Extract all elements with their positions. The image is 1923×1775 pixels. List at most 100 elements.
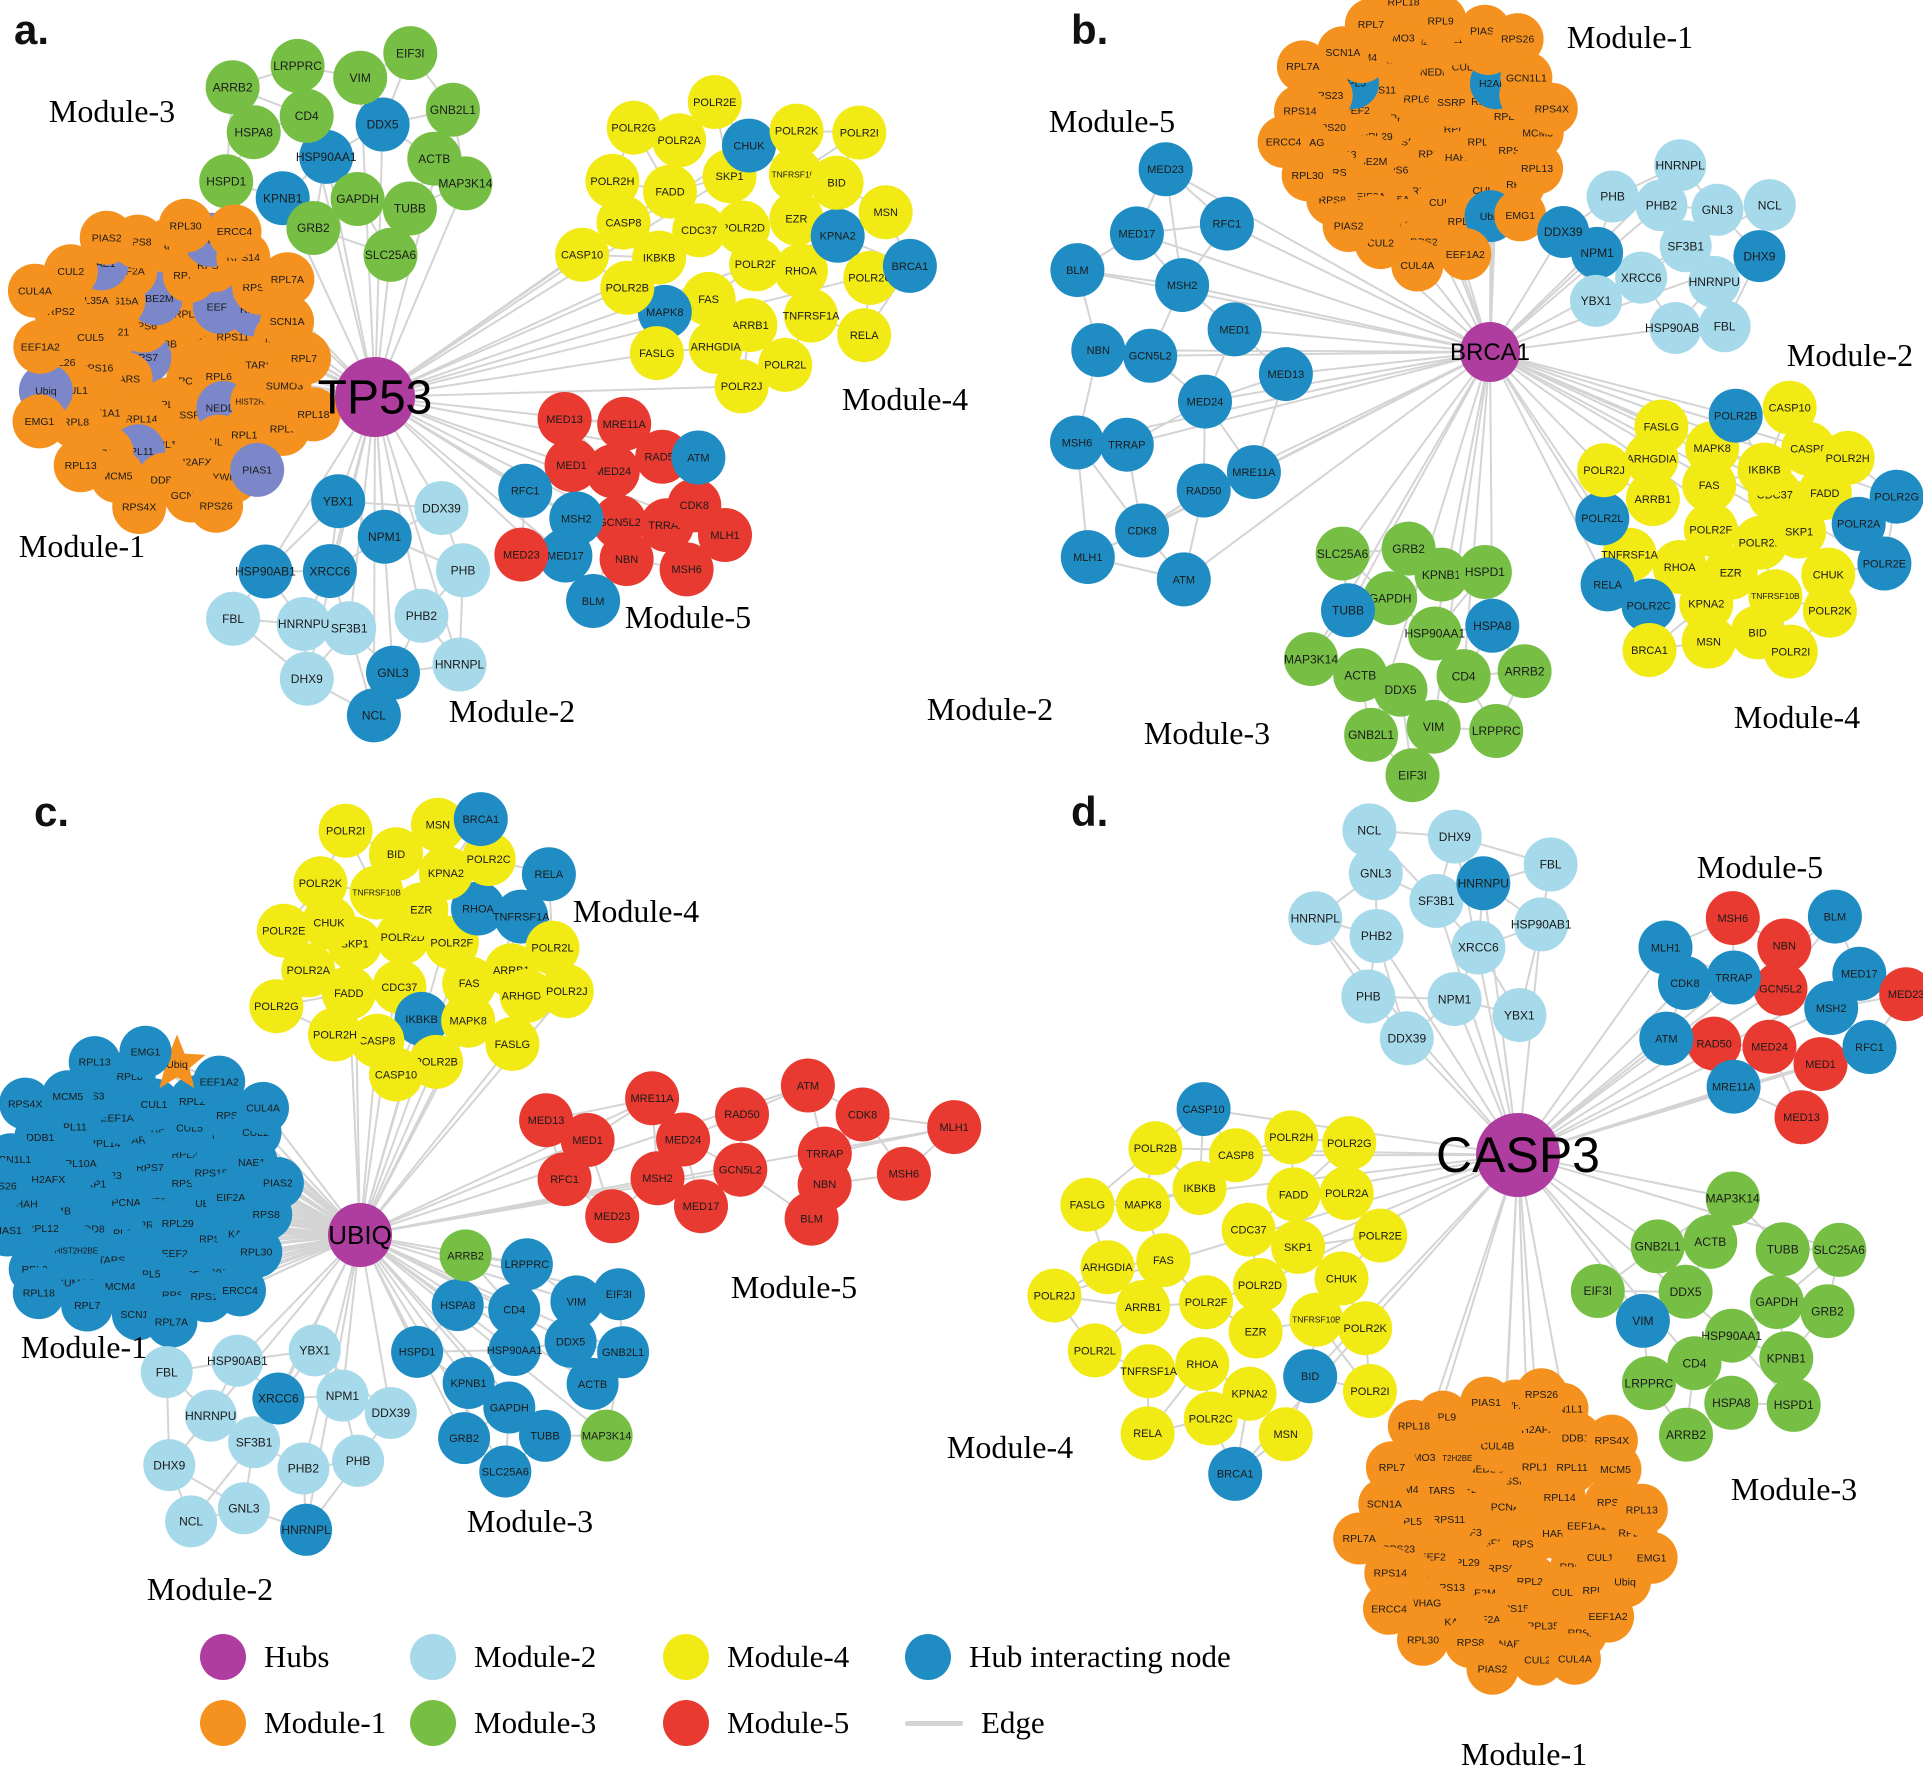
node-SLC25A6 (479, 1445, 532, 1498)
node-label: MSH6 (1062, 437, 1093, 449)
module-label-a-0: Module-3 (49, 93, 175, 129)
node-RAD50 (715, 1087, 769, 1142)
node-HSP90AA1 (488, 1324, 541, 1376)
node-label: MED23 (503, 549, 540, 561)
hub-edge (1077, 269, 1491, 353)
node-MED23 (1138, 142, 1193, 197)
node-RPL7 (1365, 1441, 1418, 1494)
node-SKP1 (1772, 504, 1827, 559)
node-NBN (1071, 323, 1126, 378)
node-POLR2H (585, 153, 640, 208)
node-label: RELA (850, 330, 879, 342)
node-label: POLR2F (735, 259, 778, 271)
node-label: MSN (1696, 637, 1721, 649)
node-label: MAP3K14 (582, 1431, 632, 1443)
node-EMG1 (119, 1025, 172, 1078)
hub-edge (359, 1139, 588, 1236)
module-5-swatch (663, 1700, 709, 1746)
node-MSH6 (1050, 415, 1104, 470)
node-PIAS1 (0, 1204, 33, 1257)
node-label: EZR (410, 904, 432, 916)
node-label: BID (827, 178, 845, 190)
node-MLH1 (698, 508, 752, 562)
node-label: HSPD1 (1774, 1398, 1814, 1412)
hub-edge (1126, 351, 1491, 446)
node-label: CD4 (1682, 1356, 1706, 1370)
node-POLR2H (1820, 430, 1875, 485)
node-RFC1 (1199, 196, 1254, 251)
node-label: MRE11A (603, 419, 647, 431)
legend-label: Hubs (264, 1639, 330, 1674)
node-label: POLR2A (1325, 1188, 1369, 1200)
node-POLR2H (308, 1007, 362, 1062)
node-DDX5 (355, 97, 410, 152)
node-label: ATM (1173, 574, 1195, 586)
node-EEF1A2 (1439, 228, 1492, 281)
node-label: SKP1 (1785, 526, 1813, 538)
node-label: POLR2I (326, 826, 365, 838)
node-BRCA1 (1622, 623, 1677, 677)
node-PHB (436, 543, 490, 598)
node-POLR2B (600, 260, 655, 315)
node-label: HNRNPL (281, 1523, 331, 1537)
node-MED13 (1774, 1090, 1829, 1145)
node-MSN (1681, 614, 1736, 669)
node-label: RPL7 (1379, 1462, 1405, 1474)
node-label: LRPPRC (505, 1259, 550, 1271)
node-EMG1 (1494, 189, 1547, 242)
node-CUL4A (1391, 239, 1444, 292)
node-CHUK (1314, 1251, 1369, 1306)
node-EEF1A2 (13, 319, 68, 374)
node-KPNA2 (418, 846, 473, 900)
node-HNRNPL (1288, 891, 1343, 946)
node-RPL13 (1615, 1483, 1668, 1536)
node-label: MED1 (556, 460, 587, 472)
panel-letter-b: b. (1071, 6, 1108, 53)
node-label: CUL5 (77, 332, 104, 344)
node-label: POLR2H (1269, 1132, 1313, 1144)
node-POLR2I (832, 105, 887, 160)
node-POLR2A (1319, 1166, 1374, 1221)
node-NPM1 (1427, 972, 1482, 1027)
node-LRPPRC (1621, 1356, 1676, 1411)
node-label: MED13 (1268, 369, 1305, 381)
node-RPS26 (189, 478, 244, 533)
node-label: RPS11 (217, 332, 250, 344)
node-RELA (837, 308, 892, 363)
node-label: POLR2J (546, 986, 588, 998)
node-label: VIM (1632, 1314, 1653, 1328)
node-label: EEF1A2 (1446, 249, 1485, 261)
node-label: CDK8 (680, 500, 709, 512)
node-label: CUL2 (57, 266, 84, 278)
node-label: GAPDH (336, 192, 379, 206)
node-label: RPL7A (1343, 1533, 1376, 1545)
node-TNFRSF10B (1289, 1292, 1344, 1347)
node-label: XRCC6 (258, 1392, 299, 1406)
node-POLR2L (1067, 1323, 1122, 1378)
node-label: CD4 (295, 109, 319, 123)
node-IKBKB (394, 991, 449, 1046)
node-RPL7A (1276, 40, 1329, 93)
node-label: POLR2J (1034, 1291, 1076, 1303)
node-label: RPL30 (1407, 1635, 1439, 1647)
node-MSH6 (659, 542, 714, 597)
node-BLM (566, 574, 621, 628)
node-label: PIAS1 (242, 465, 272, 477)
node-label: RPS14 (1283, 106, 1316, 118)
node-BRCA1 (882, 238, 937, 293)
node-label: EZR (1720, 568, 1742, 580)
hub-edge (1489, 351, 1604, 519)
node-label: CDK8 (1127, 525, 1156, 537)
node-label: BRCA1 (1217, 1469, 1254, 1481)
node-EMG1 (12, 394, 67, 449)
node-RPL13 (1511, 142, 1564, 195)
node-label: ARRB1 (732, 320, 769, 332)
node-BID (1283, 1349, 1338, 1404)
node-label: ARRB2 (447, 1250, 484, 1262)
node-label: CHUK (313, 918, 345, 930)
node-HSPD1 (1457, 545, 1512, 599)
node-YBX1 (311, 474, 366, 529)
node-POLR2I (1343, 1364, 1397, 1418)
node-label: CUL1 (141, 1099, 168, 1111)
